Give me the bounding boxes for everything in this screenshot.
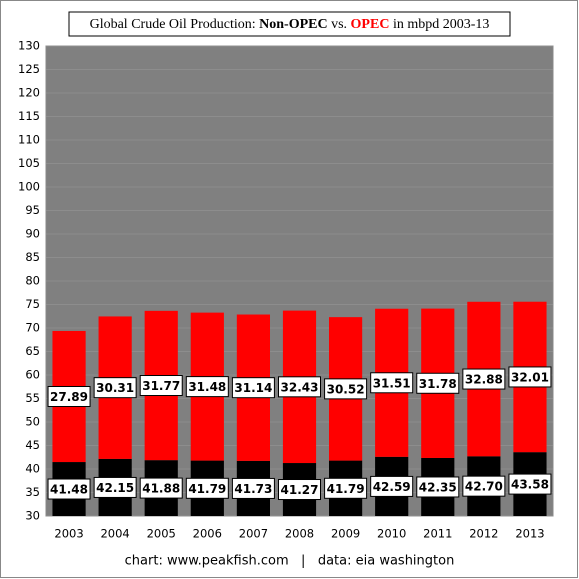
value-label: 30.31	[96, 381, 134, 395]
value-label-box	[47, 386, 91, 408]
title-part: vs.	[331, 17, 347, 32]
value-label-box	[370, 475, 414, 497]
x-tick-label: 2007	[239, 527, 268, 541]
value-label-box	[370, 372, 414, 394]
value-label-box	[416, 372, 460, 394]
y-tick-label: 65	[25, 344, 40, 358]
y-tick-label: 35	[25, 485, 40, 499]
y-tick-label: 70	[25, 321, 40, 335]
title-box	[68, 11, 511, 37]
y-tick-label: 130	[18, 39, 40, 53]
x-tick-label: 2003	[54, 527, 83, 541]
value-label-box	[278, 479, 321, 501]
y-tick-label: 80	[25, 274, 40, 288]
value-label: 31.48	[188, 380, 226, 394]
title-part: in mbpd 2003-13	[393, 17, 489, 32]
value-label-box	[231, 377, 275, 399]
y-tick-label: 30	[25, 509, 40, 523]
value-label: 41.73	[234, 482, 272, 496]
value-label-box	[47, 478, 91, 500]
value-label-box	[139, 477, 183, 499]
value-label-box	[462, 368, 506, 390]
value-label: 31.78	[419, 377, 457, 391]
title-part: Global Crude Oil Production:	[90, 17, 256, 32]
x-tick-label: 2006	[193, 527, 222, 541]
value-label-box	[231, 477, 275, 499]
value-label: 32.43	[281, 380, 319, 394]
y-tick-label: 50	[25, 415, 40, 429]
x-tick-label: 2011	[423, 527, 452, 541]
y-tick-label: 55	[25, 391, 40, 405]
title-series: OPEC	[351, 17, 390, 32]
y-tick-label: 100	[18, 180, 40, 194]
value-label: 41.27	[281, 483, 319, 497]
value-label: 41.88	[142, 482, 180, 496]
value-label: 31.77	[142, 379, 180, 393]
value-label: 41.48	[50, 483, 88, 497]
x-tick-label: 2008	[285, 527, 314, 541]
y-tick-label: 60	[25, 368, 40, 382]
value-label: 31.51	[373, 376, 411, 390]
value-label-box	[93, 476, 137, 498]
x-tick-label: 2009	[331, 527, 360, 541]
value-label: 43.58	[511, 478, 549, 492]
y-tick-label: 95	[25, 203, 40, 217]
y-tick-label: 40	[25, 462, 40, 476]
x-tick-label: 2010	[377, 527, 406, 541]
value-label-box	[185, 376, 229, 398]
y-tick-label: 85	[25, 250, 40, 264]
y-tick-label: 125	[18, 62, 40, 76]
y-tick-label: 90	[25, 227, 40, 241]
value-label: 42.59	[373, 480, 411, 494]
x-tick-label: 2004	[100, 527, 129, 541]
footer: chart: www.peakfish.com | data: eia wash…	[125, 554, 455, 569]
x-tick-label: 2012	[469, 527, 498, 541]
value-label-box	[508, 473, 552, 495]
value-label: 32.88	[465, 373, 503, 387]
value-label: 42.35	[419, 480, 457, 494]
x-tick-label: 2013	[515, 527, 544, 541]
value-label: 42.70	[465, 480, 503, 494]
y-tick-label: 115	[18, 109, 40, 123]
value-label-box	[508, 366, 552, 388]
chart-title: Global Crude Oil Production: Non-OPEC vs…	[90, 17, 490, 32]
y-tick-label: 75	[25, 297, 40, 311]
value-label: 27.89	[50, 390, 88, 404]
value-label-box	[462, 475, 506, 497]
y-tick-label: 110	[18, 133, 40, 147]
y-tick-label: 45	[25, 438, 40, 452]
title-series: Non-OPEC	[259, 17, 327, 32]
value-label-box	[278, 376, 321, 398]
value-label: 31.14	[234, 381, 272, 395]
x-tick-label: 2005	[147, 527, 176, 541]
value-label: 41.79	[188, 482, 226, 496]
value-label-box	[93, 377, 137, 399]
value-label: 30.52	[327, 382, 365, 396]
value-label-box	[416, 476, 460, 498]
value-label-box	[139, 375, 183, 397]
y-tick-label: 120	[18, 86, 40, 100]
value-label-box	[185, 477, 229, 499]
value-label-box	[324, 378, 368, 400]
y-tick-label: 105	[18, 156, 40, 170]
value-label: 32.01	[511, 370, 549, 384]
value-label-box	[324, 477, 368, 499]
value-label: 41.79	[327, 482, 365, 496]
value-label: 42.15	[96, 481, 134, 495]
